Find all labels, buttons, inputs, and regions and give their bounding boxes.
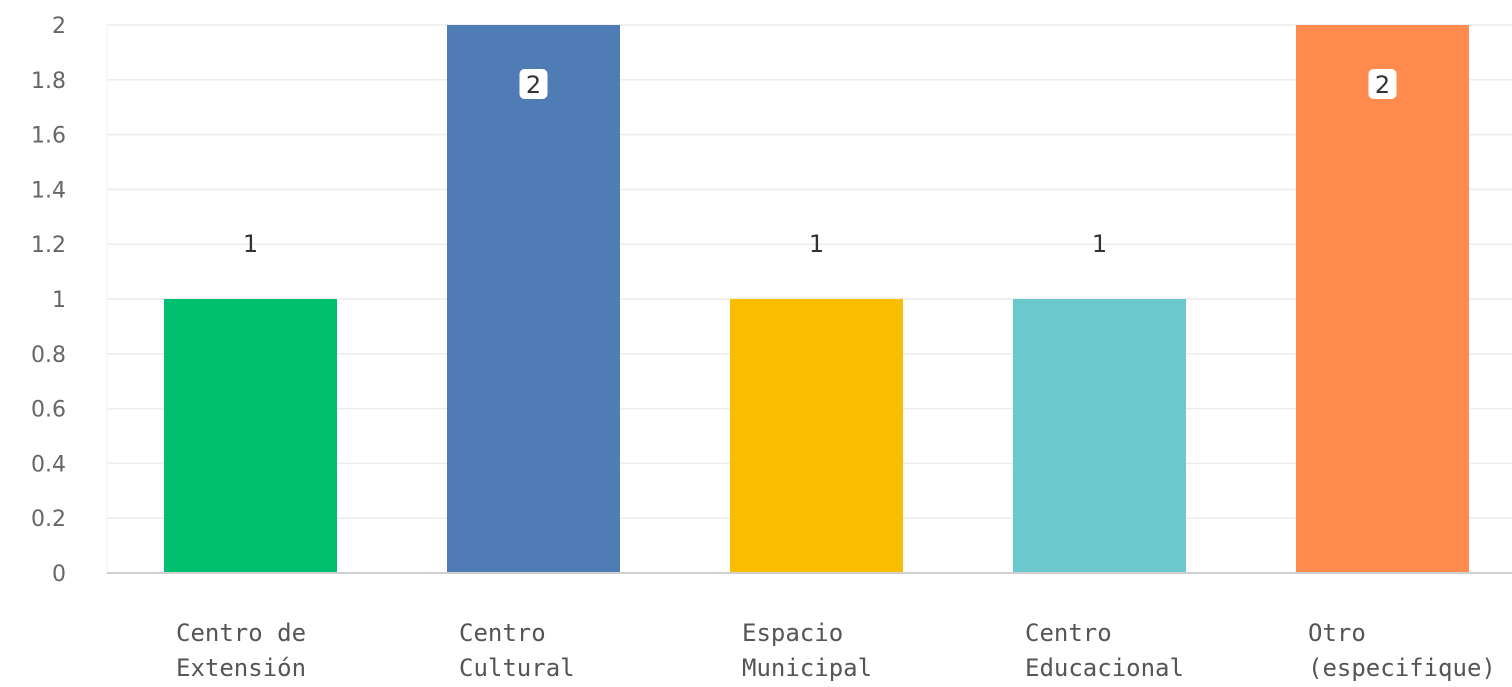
bar <box>1296 25 1469 573</box>
data-label: 1 <box>1092 230 1107 258</box>
x-category-label: Centro <box>1025 619 1112 647</box>
y-tick-label: 1.4 <box>31 178 66 203</box>
y-tick-label: 1.8 <box>31 69 66 94</box>
data-labels: 1 2 1 1 2 <box>243 69 1397 258</box>
y-axis-tick-labels: 0 0.2 0.4 0.6 0.8 1 1.2 1.4 1.6 1.8 2 <box>31 14 66 587</box>
data-label: 1 <box>809 230 824 258</box>
y-tick-label: 0 <box>52 562 66 587</box>
data-label-badge <box>1368 69 1397 99</box>
y-tick-label: 2 <box>52 14 66 39</box>
x-category-label: Extensión <box>176 654 306 682</box>
data-label: 1 <box>243 230 258 258</box>
y-tick-label: 0.8 <box>31 343 66 368</box>
x-category-label: Centro de <box>176 619 306 647</box>
y-tick-label: 0.4 <box>31 452 66 477</box>
y-tick-label: 0.6 <box>31 398 66 423</box>
bar <box>1013 299 1186 573</box>
x-category-label: Espacio <box>742 619 843 647</box>
y-tick-label: 1 <box>52 288 66 313</box>
bar <box>447 25 620 573</box>
x-axis-category-labels: Centro de Extensión Centro Cultural Espacio M… <box>176 619 1496 682</box>
x-category-label: Municipal <box>742 654 872 682</box>
bars <box>164 25 1469 573</box>
data-label: 2 <box>526 71 541 99</box>
data-label: 2 <box>1375 71 1390 99</box>
x-category-label: Otro <box>1308 619 1366 647</box>
x-category-label: Educacional <box>1025 654 1184 682</box>
x-category-label: (especifique) <box>1308 654 1496 682</box>
data-label-badge <box>519 69 548 99</box>
bar <box>164 299 337 573</box>
x-category-label: Centro <box>459 619 546 647</box>
y-tick-label: 0.2 <box>31 507 66 532</box>
y-tick-label: 1.6 <box>31 124 66 149</box>
x-category-label: Cultural <box>459 654 575 682</box>
bar <box>730 299 903 573</box>
y-tick-label: 1.2 <box>31 233 66 258</box>
